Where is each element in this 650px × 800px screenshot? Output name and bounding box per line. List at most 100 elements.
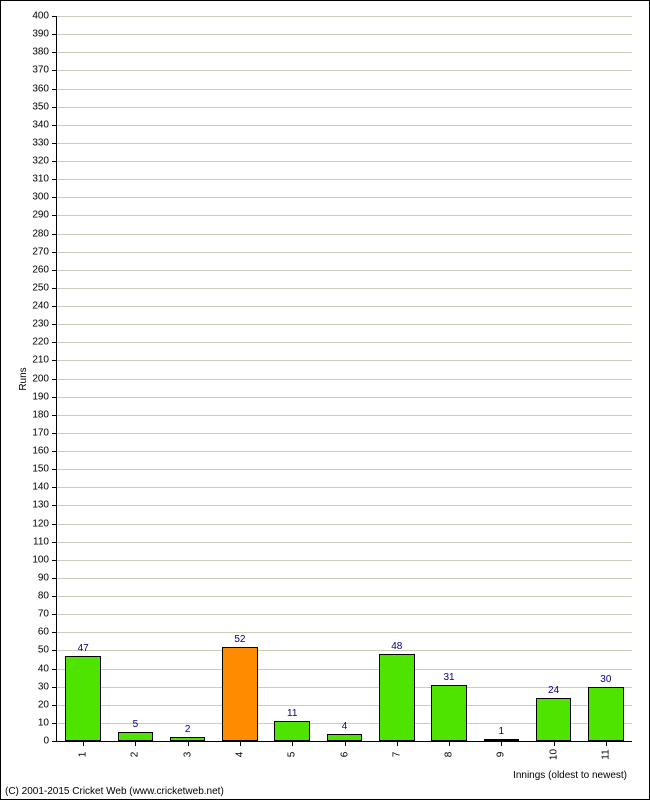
- x-tick-label: 10: [548, 749, 559, 760]
- y-tick: [52, 70, 56, 71]
- x-tick-label: 9: [496, 752, 507, 758]
- y-tick-label: 180: [32, 409, 49, 420]
- bar: 47: [65, 656, 101, 741]
- y-tick: [52, 578, 56, 579]
- y-tick-label: 10: [38, 717, 49, 728]
- y-tick-label: 170: [32, 427, 49, 438]
- y-tick: [52, 741, 56, 742]
- y-tick: [52, 632, 56, 633]
- bar: 2: [170, 737, 206, 741]
- gridline: [57, 560, 632, 561]
- gridline: [57, 614, 632, 615]
- bar-value-label: 47: [78, 643, 89, 654]
- x-tick-label: 6: [339, 752, 350, 758]
- y-tick: [52, 397, 56, 398]
- x-tick: [83, 742, 84, 746]
- gridline: [57, 16, 632, 17]
- bar-value-label: 5: [133, 719, 139, 730]
- bar-value-label: 52: [234, 634, 245, 645]
- y-tick: [52, 34, 56, 35]
- y-tick: [52, 650, 56, 651]
- y-tick-label: 330: [32, 137, 49, 148]
- x-tick: [345, 742, 346, 746]
- x-tick-label: 4: [234, 752, 245, 758]
- gridline: [57, 433, 632, 434]
- y-tick-label: 310: [32, 174, 49, 185]
- x-axis-title: Innings (oldest to newest): [513, 770, 627, 781]
- gridline: [57, 487, 632, 488]
- y-tick-label: 240: [32, 301, 49, 312]
- bar: 24: [536, 698, 572, 742]
- gridline: [57, 360, 632, 361]
- gridline: [57, 70, 632, 71]
- x-tick-label: 7: [391, 752, 402, 758]
- bar-value-label: 2: [185, 724, 191, 735]
- gridline: [57, 542, 632, 543]
- x-tick-label: 3: [182, 752, 193, 758]
- y-tick-label: 110: [33, 536, 49, 547]
- y-tick-label: 0: [43, 736, 49, 747]
- gridline: [57, 669, 632, 670]
- gridline: [57, 596, 632, 597]
- bar: 11: [274, 721, 310, 741]
- bar-value-label: 4: [342, 721, 348, 732]
- y-tick: [52, 52, 56, 53]
- y-tick-label: 130: [32, 500, 49, 511]
- gridline: [57, 632, 632, 633]
- y-tick-label: 70: [38, 609, 49, 620]
- y-tick-label: 40: [38, 663, 49, 674]
- gridline: [57, 34, 632, 35]
- y-tick: [52, 723, 56, 724]
- y-tick-label: 80: [38, 591, 49, 602]
- y-tick-label: 160: [32, 446, 49, 457]
- y-tick: [52, 197, 56, 198]
- y-tick-label: 90: [38, 572, 49, 583]
- gridline: [57, 469, 632, 470]
- y-tick: [52, 560, 56, 561]
- gridline: [57, 397, 632, 398]
- y-tick: [52, 215, 56, 216]
- bar-value-label: 11: [287, 708, 297, 719]
- y-tick: [52, 270, 56, 271]
- gridline: [57, 179, 632, 180]
- gridline: [57, 451, 632, 452]
- gridline: [57, 342, 632, 343]
- y-tick-label: 280: [32, 228, 49, 239]
- y-tick: [52, 161, 56, 162]
- y-tick: [52, 234, 56, 235]
- y-tick-label: 140: [32, 482, 49, 493]
- x-tick-label: 8: [444, 752, 455, 758]
- x-tick: [188, 742, 189, 746]
- y-tick-label: 150: [32, 464, 49, 475]
- y-tick-label: 400: [32, 11, 49, 22]
- x-tick-label: 2: [130, 752, 141, 758]
- y-tick: [52, 342, 56, 343]
- y-tick: [52, 306, 56, 307]
- bar: 1: [484, 739, 520, 741]
- gridline: [57, 197, 632, 198]
- x-tick: [501, 742, 502, 746]
- x-tick: [397, 742, 398, 746]
- gridline: [57, 650, 632, 651]
- y-tick-label: 220: [32, 337, 49, 348]
- gridline: [57, 505, 632, 506]
- y-tick: [52, 614, 56, 615]
- y-tick-label: 190: [32, 391, 49, 402]
- y-tick: [52, 469, 56, 470]
- gridline: [57, 215, 632, 216]
- bar: 4: [327, 734, 363, 741]
- y-tick: [52, 415, 56, 416]
- copyright-text: (C) 2001-2015 Cricket Web (www.cricketwe…: [5, 786, 224, 797]
- gridline: [57, 379, 632, 380]
- x-tick: [554, 742, 555, 746]
- bar: 5: [118, 732, 154, 741]
- y-tick: [52, 542, 56, 543]
- gridline: [57, 234, 632, 235]
- y-tick-label: 30: [38, 681, 49, 692]
- y-tick: [52, 288, 56, 289]
- bar-value-label: 1: [499, 726, 505, 737]
- x-tick: [240, 742, 241, 746]
- gridline: [57, 270, 632, 271]
- gridline: [57, 578, 632, 579]
- y-tick-label: 370: [32, 65, 49, 76]
